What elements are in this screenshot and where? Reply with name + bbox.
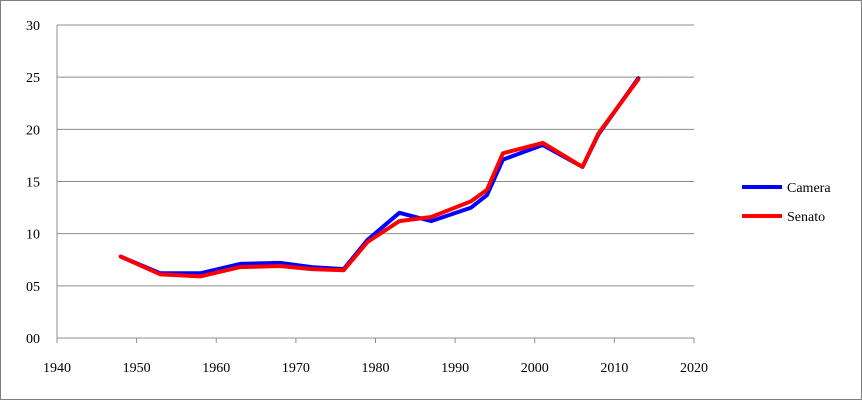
gridlines: [57, 24, 694, 287]
y-tick-label: 10: [26, 228, 40, 243]
series-line-senato: [118, 77, 641, 279]
legend: Camera Senato: [742, 181, 831, 225]
x-tick-label: 2010: [600, 361, 628, 376]
x-tick-labels: 1940 1950 1960 1970 1980 1990 2000 2010 2020: [43, 338, 708, 376]
series-lines: [118, 76, 641, 279]
y-tick-labels: 00 05 10 15 20 25 30: [26, 19, 40, 347]
series-line-camera: [118, 76, 641, 276]
y-tick-label: 30: [26, 19, 40, 34]
x-tick-label: 1960: [202, 361, 230, 376]
x-tick-label: 1950: [123, 361, 151, 376]
y-tick-label: 15: [26, 176, 40, 191]
x-tick-label: 1970: [282, 361, 310, 376]
y-tick-label: 25: [26, 71, 40, 86]
x-tick-label: 1980: [362, 361, 390, 376]
legend-label-camera: Camera: [787, 181, 831, 196]
x-tick-label: 2000: [521, 361, 549, 376]
legend-label-senato: Senato: [787, 210, 825, 225]
y-tick-label: 20: [26, 123, 40, 138]
x-tick-label: 2020: [680, 361, 708, 376]
x-tick-label: 1990: [441, 361, 469, 376]
y-tick-label: 00: [26, 332, 40, 347]
x-tick-label: 1940: [43, 361, 71, 376]
y-tick-label: 05: [26, 280, 40, 295]
